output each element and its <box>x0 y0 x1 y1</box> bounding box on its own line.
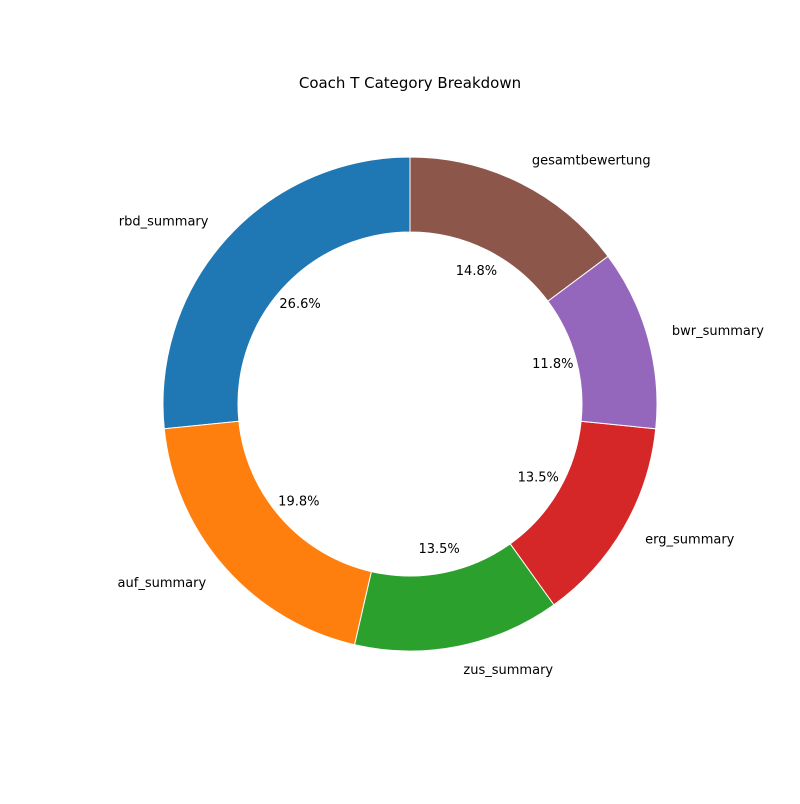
slice-pct-zus-summary: 13.5% <box>418 542 459 557</box>
slice-pct-bwr-summary: 11.8% <box>532 357 573 372</box>
slice-label-auf-summary: auf_summary <box>118 576 207 591</box>
slice-label-zus-summary: zus_summary <box>463 663 553 678</box>
slice-label-rbd-summary: rbd_summary <box>119 214 209 229</box>
slice-pct-auf-summary: 19.8% <box>278 495 319 510</box>
slice-pct-erg-summary: 13.5% <box>518 471 559 486</box>
slice-label-gesamtbewertung: gesamtbewertung <box>532 154 651 169</box>
slice-pct-rbd-summary: 26.6% <box>279 297 320 312</box>
chart-title: Coach T Category Breakdown <box>299 74 521 92</box>
slice-label-bwr-summary: bwr_summary <box>672 324 764 339</box>
pie-slice-auf-summary <box>163 420 373 646</box>
slice-label-erg-summary: erg_summary <box>645 533 735 548</box>
slice-pct-gesamtbewertung: 14.8% <box>456 264 497 279</box>
pie-slice-rbd-summary <box>162 156 411 430</box>
labels-layer: rbd_summary 26.6% auf_summary 19.8% zus_summ… <box>118 154 765 678</box>
pie-slice-gesamtbewertung <box>409 156 609 302</box>
slices-layer <box>162 156 658 652</box>
